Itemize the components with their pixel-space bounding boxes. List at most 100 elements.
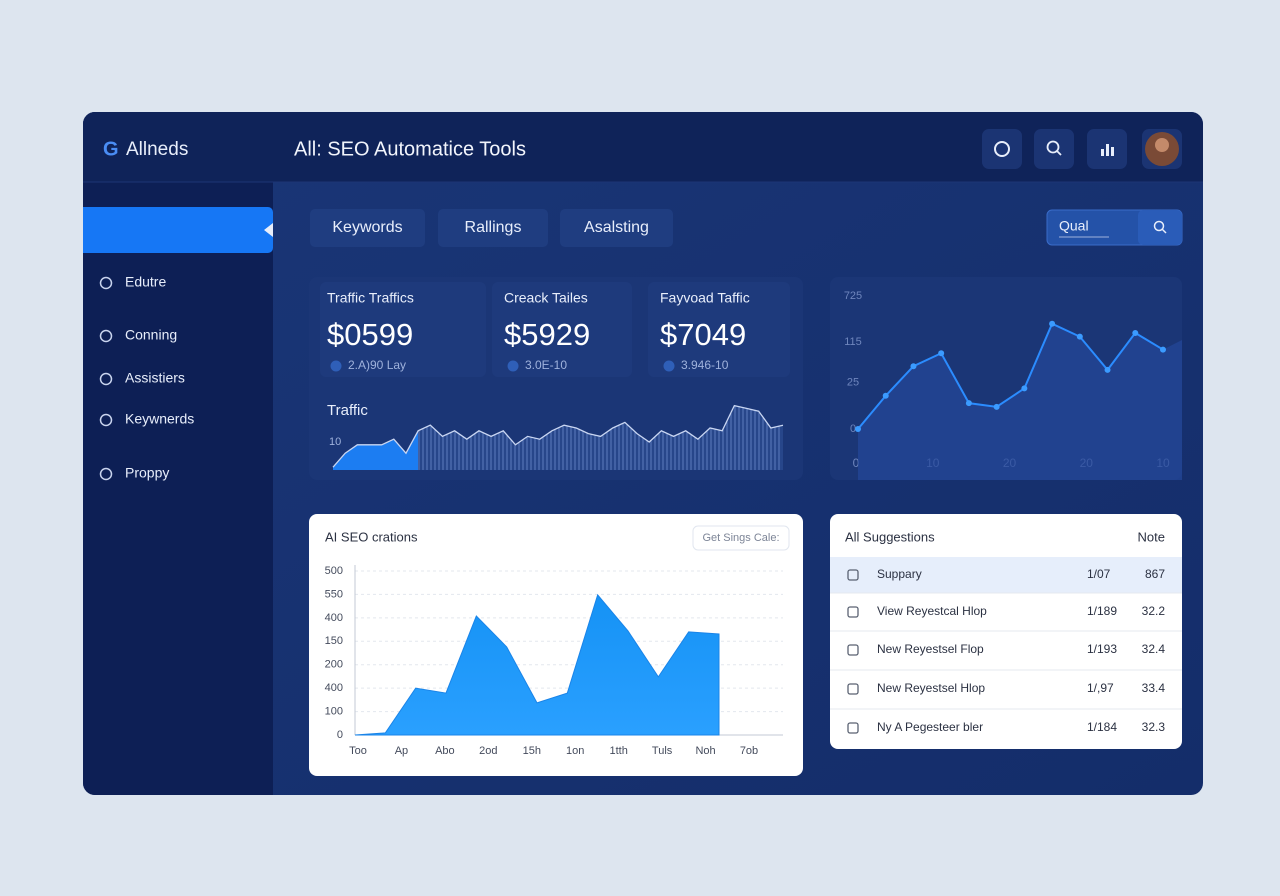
suggestions-table: Suppary 1/07 867 View Reyestcal Hlop 1/189 32… [830,557,1182,734]
row-name[interactable]: New Reyestsel Flop [877,642,984,656]
line-point [938,350,945,357]
line-point [1160,346,1166,353]
seo-button-label: Get Sings Cale: [702,532,779,544]
stat-sub: 3.946-10 [681,358,729,372]
x-tick-label: 2od [479,745,497,757]
suggestions-title: All Suggestions [845,529,935,544]
x-tick-label: Abo [435,745,455,757]
search-text: Qual [1059,218,1089,234]
stat-sub: 3.0E-10 [525,358,567,372]
y-tick-label: 100 [325,705,343,717]
stat-value: $5929 [504,317,590,352]
menu-icon [99,413,113,427]
row-date: 1/07 [1087,567,1111,581]
stat-label: Traffic Traffics [327,290,414,306]
y-tick-label: 0 [850,423,856,435]
x-tick-label: Ap [395,745,408,757]
row-date: 1/189 [1087,604,1117,618]
line-point [1132,329,1139,336]
icon [1056,150,1062,156]
tab-label: Asalsting [584,219,649,236]
stat-dot [330,360,342,372]
y-tick-label: 0 [337,729,343,741]
y-tick-label: 550 [325,588,343,600]
stat-tile [320,282,486,377]
traffic-title: Traffic [327,402,368,419]
y-tick-label: 10 [329,436,341,448]
menu-item[interactable]: Keywnerds [125,411,194,427]
line-point [965,400,972,407]
row-name[interactable]: New Reyestsel Hlop [877,681,985,695]
icon [1153,220,1165,232]
menu-icon [99,329,113,343]
row-icon [847,683,859,695]
x-tick-label: Noh [695,745,715,757]
x-tick-label: 0 [853,456,860,470]
y-tick-label: 150 [325,635,343,647]
active-arrow [264,223,273,237]
traffic-line [332,404,784,468]
icon [1046,140,1060,154]
sidebar-menu: Edutre Conning Assistiers Keywnerds Proppy [99,274,194,481]
menu-item[interactable]: Edutre [125,274,166,290]
seo-title: AI SEO crations [325,529,418,544]
tab[interactable] [438,209,548,247]
tab[interactable] [310,209,425,247]
line-point [910,363,917,370]
y-tick-label: 200 [325,659,343,671]
icon [994,141,1010,157]
x-tick-label: 1tth [609,745,627,757]
stat-label: Fayvoad Taffic [660,290,750,306]
line-point [1021,385,1028,392]
search-button[interactable] [1034,129,1074,169]
line-point [855,426,861,432]
row-value: 32.3 [1142,720,1166,734]
row-name[interactable]: View Reyestcal Hlop [877,604,987,618]
line-point [882,392,889,399]
row-icon [847,644,859,656]
icon-button[interactable] [982,129,1022,169]
stat-dot [507,360,519,372]
menu-item[interactable]: Conning [125,327,177,343]
menu-item[interactable]: Proppy [125,465,169,481]
traffic-highlight [333,431,418,470]
app-title: All: SEO Automatice Tools [294,138,526,160]
line-point [1049,320,1056,327]
y-tick-label: 115 [844,336,862,348]
icon [1101,144,1114,156]
logo-text: Allneds [126,139,188,160]
tab-label: Keywords [332,219,402,236]
y-tick-label: 25 [847,377,859,389]
icon [1161,228,1167,234]
row-name[interactable]: Ny A Pegesteer bler [877,720,983,734]
menu-icon [99,372,113,386]
row-icon [847,606,859,618]
y-tick-label: 400 [325,612,343,624]
x-tick-label: 15h [523,745,541,757]
stat-tile [492,282,632,377]
avatar-face [1155,138,1169,152]
search-icon-bg [1138,210,1182,245]
y-tick-label: 725 [844,290,862,302]
stat-sub: 2.A)90 Lay [348,358,406,372]
row-date: 1/184 [1087,720,1117,734]
tab[interactable] [560,209,673,247]
seo-chart: 0 100 400 200 150 400 550 500 Too Ap Abo 2od 15h 1on 1… [325,565,783,757]
row-value: 867 [1145,567,1165,581]
y-tick-label: 400 [325,682,343,694]
line [857,322,1164,430]
sidebar-active[interactable] [83,207,273,253]
row-date: 1/,97 [1087,681,1114,695]
x-tick-label: Tuls [652,745,673,757]
seo-card [309,514,803,776]
stat-tile [648,282,790,377]
row-name[interactable]: Suppary [877,567,922,581]
row-highlight [830,557,1182,593]
logo-letter: G [103,138,119,160]
seo-button[interactable] [692,525,790,551]
row-value: 32.2 [1142,604,1166,618]
stat-value: $7049 [660,317,746,352]
menu-item[interactable]: Assistiers [125,370,185,386]
